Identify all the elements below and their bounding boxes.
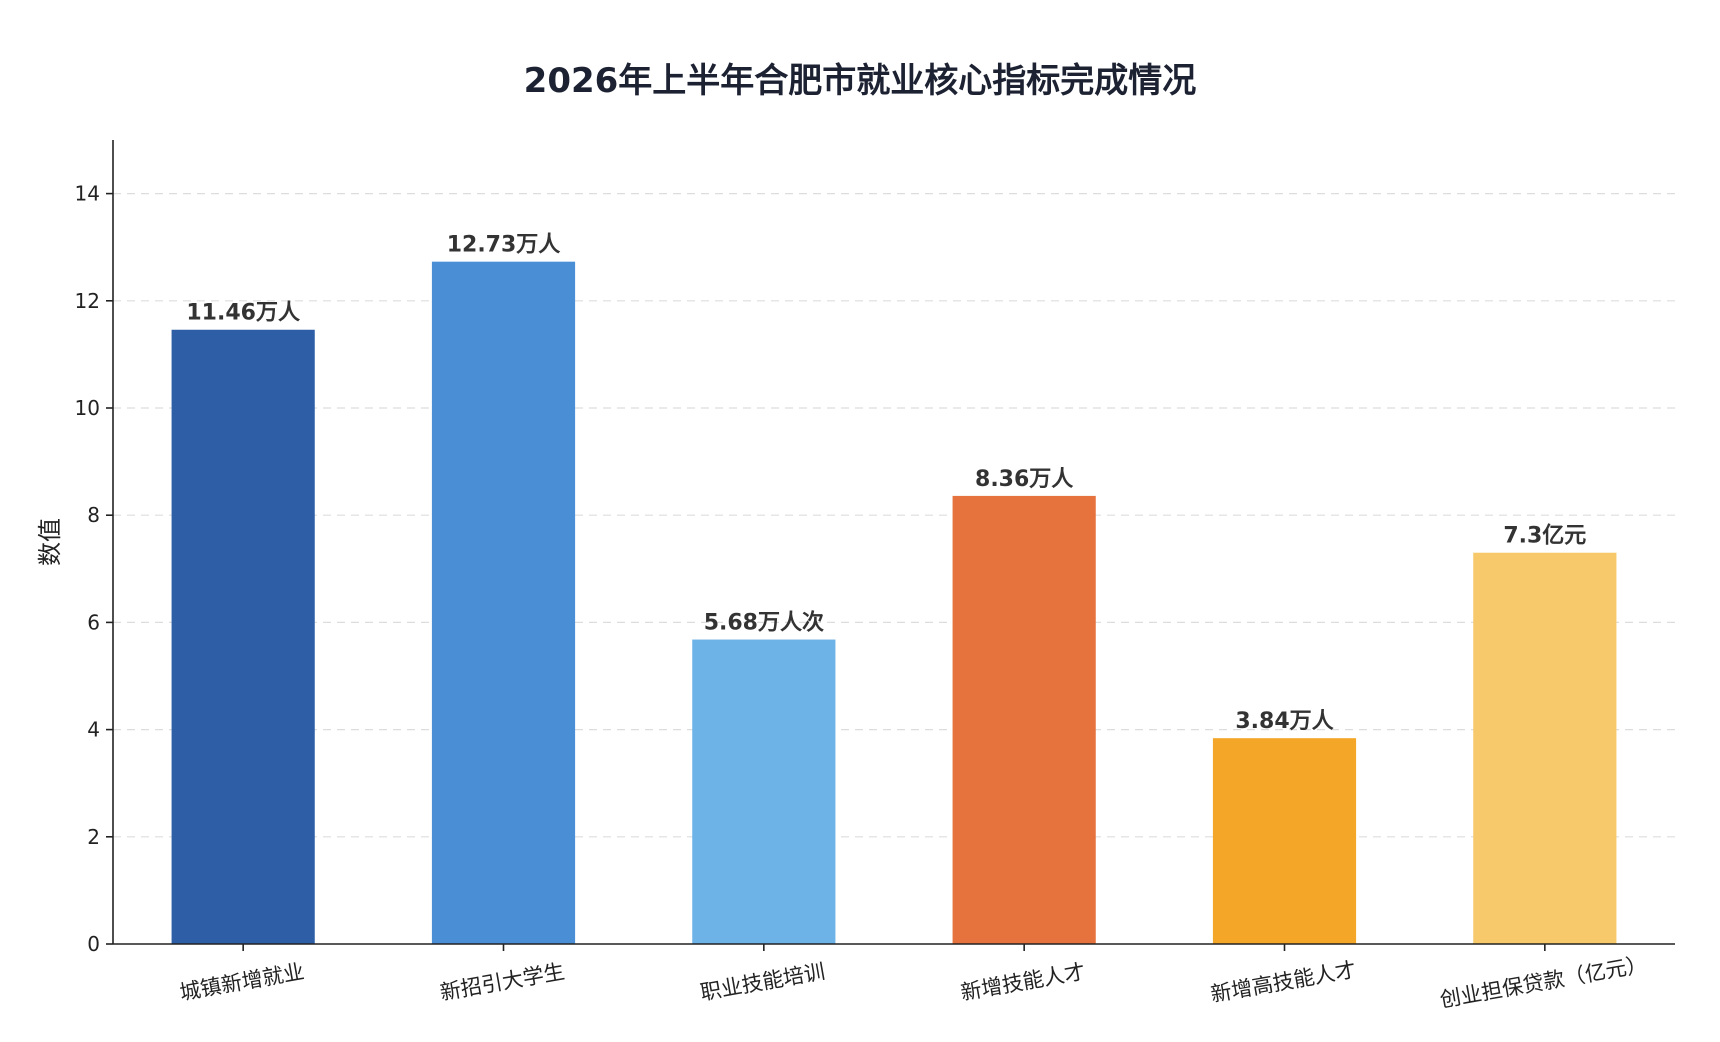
tick-labels: 0 2 4 6 8 10 12 14 (75, 182, 100, 956)
y-tick-label: 6 (87, 610, 100, 634)
chart-title: 2026年上半年合肥市就业核心指标完成情况 (524, 61, 1197, 101)
bar (1212, 738, 1357, 944)
x-category-label: 职业技能培训 (698, 959, 826, 1005)
y-tick-label: 2 (87, 825, 100, 849)
y-tick-label: 14 (75, 182, 100, 206)
x-category-label: 新增技能人才 (959, 959, 1087, 1005)
axes (106, 140, 1675, 951)
data-labels: 11.46万人 12.73万人 5.68万人次 8.36万人 3.84万人 7.3亿元 (186, 233, 1586, 735)
bar-value-label: 8.36万人 (975, 467, 1073, 492)
y-tick-label: 0 (87, 932, 100, 956)
category-labels: 城镇新增就业 新招引大学生 职业技能培训 新增技能人才 新增高技能人才 创业担保贷款（亿元… (178, 952, 1649, 1012)
grid-lines (113, 193, 1675, 838)
bar-value-label: 3.84万人 (1235, 709, 1333, 734)
y-tick-label: 4 (87, 718, 100, 742)
bar-value-label: 5.68万人次 (704, 610, 824, 636)
bars (171, 261, 1617, 944)
y-tick-label: 12 (75, 289, 100, 313)
x-category-label: 新增高技能人才 (1209, 958, 1358, 1007)
x-category-label: 新招引大学生 (438, 959, 566, 1005)
x-category-label: 城镇新增就业 (178, 959, 306, 1005)
y-tick-label: 10 (75, 396, 100, 420)
bar-value-label: 7.3亿元 (1503, 524, 1586, 549)
bar-value-label: 12.73万人 (447, 233, 561, 258)
bar (431, 261, 576, 944)
bar-value-label: 11.46万人 (186, 301, 300, 326)
bar (952, 495, 1096, 944)
bar (171, 329, 315, 944)
x-category-label: 创业担保贷款（亿元） (1438, 952, 1649, 1012)
bar (692, 639, 836, 944)
y-axis-label: 数值 (36, 518, 64, 566)
bar (1473, 552, 1617, 944)
y-tick-label: 8 (87, 503, 100, 527)
